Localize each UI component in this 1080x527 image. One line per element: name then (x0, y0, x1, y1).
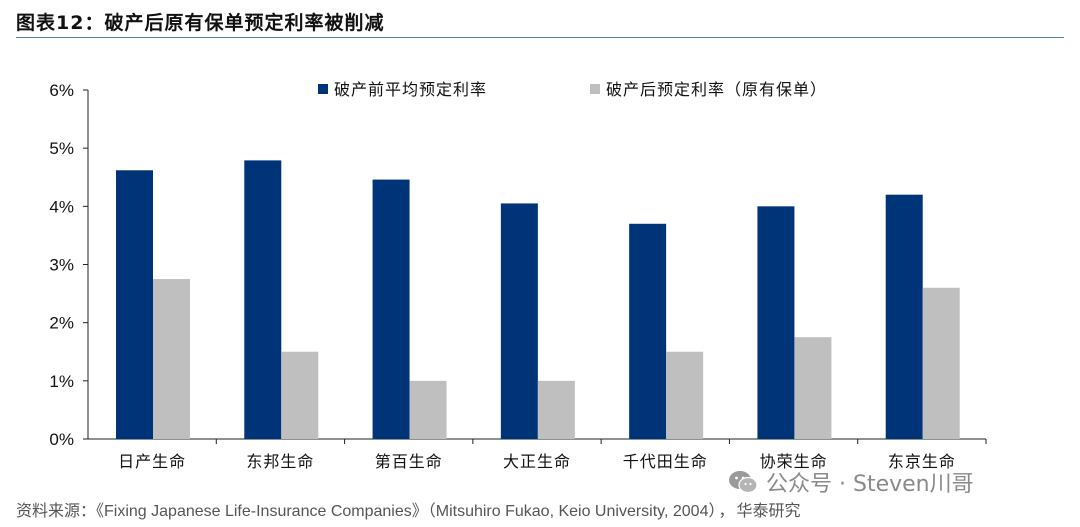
bar-after (409, 380, 447, 439)
bar-before (757, 206, 795, 439)
title-divider (16, 37, 1064, 38)
y-tick-label: 4% (49, 197, 74, 216)
bar-before (116, 170, 153, 439)
x-tick-label: 东京生命 (888, 452, 956, 470)
bar-before (629, 223, 667, 439)
figure-title: 图表12：破产后原有保单预定利率被削减 (16, 8, 384, 35)
wechat-icon (729, 471, 758, 494)
figure-title-text: 破产后原有保单预定利率被削减 (104, 12, 385, 34)
y-tick-label: 2% (49, 314, 74, 333)
bar-after (794, 337, 832, 439)
watermark-text: 公众号 · Steven川哥 (766, 472, 974, 497)
bar-before (500, 203, 538, 439)
source-org: 华泰研究 (736, 503, 801, 520)
bar-after (666, 351, 704, 439)
bar-before (885, 194, 923, 439)
bar-before (372, 179, 410, 439)
source-note: 资料来源：《Fixing Japanese Life-Insurance Com… (16, 497, 801, 521)
bar-after (281, 351, 319, 439)
bar-after (537, 380, 575, 439)
bar-chart: 0% 1% 2% 3% 4% 5% 6% 日产生命 东邦生命 第百生命 大正生命 千代田生命 协荣生命 东… (49, 80, 987, 470)
x-tick-label: 大正生命 (503, 452, 571, 470)
bar-after (922, 287, 960, 439)
figure-label: 图表12： (16, 12, 105, 34)
x-tick-label: 日产生命 (118, 452, 186, 470)
y-tick-label: 0% (49, 430, 74, 449)
x-tick-label: 千代田生命 (623, 452, 708, 470)
legend-swatch (590, 84, 600, 94)
x-tick-label: 第百生命 (375, 452, 443, 470)
source-prefix: 资料来源： (16, 503, 97, 520)
x-tick-label: 协荣生命 (760, 452, 828, 470)
bar-before (244, 160, 282, 440)
y-tick-label: 6% (49, 81, 74, 100)
x-tick-label: 东邦生命 (246, 452, 314, 470)
legend-label: 破产后预定利率（原有保单） (606, 80, 827, 99)
source-book: 《Fixing Japanese Life-Insurance Companie… (96, 503, 428, 520)
legend-label: 破产前平均预定利率 (334, 80, 487, 99)
bar-after (153, 279, 190, 439)
y-tick-label: 5% (49, 139, 74, 158)
y-tick-label: 1% (49, 372, 74, 391)
source-author: （Mitsuhiro Fukao, Keio University, 2004） (427, 503, 717, 520)
watermark: 公众号 · Steven川哥 (728, 466, 974, 498)
legend-swatch (318, 84, 328, 94)
y-tick-label: 3% (49, 256, 74, 275)
source-separator: ， (718, 503, 735, 520)
